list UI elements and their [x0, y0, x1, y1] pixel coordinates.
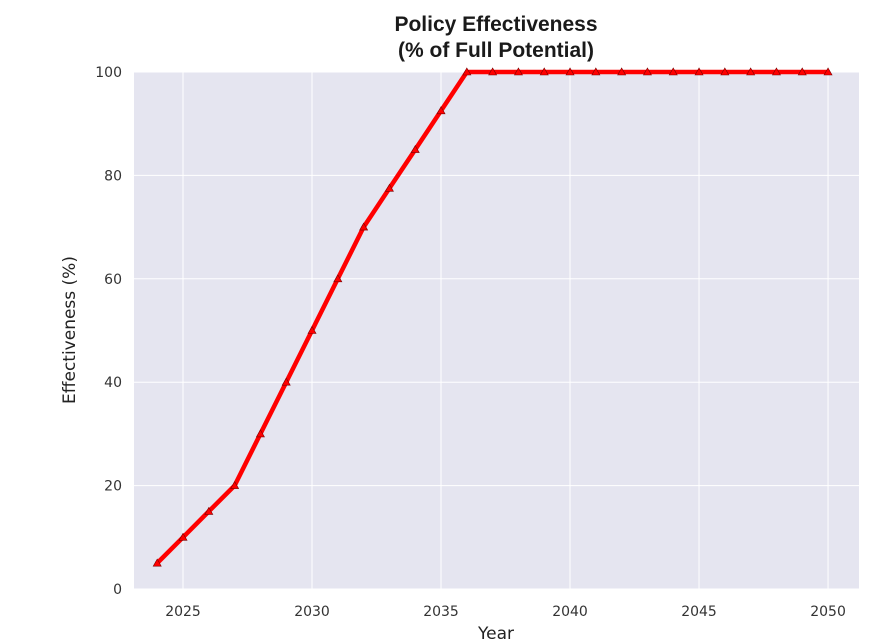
data-point-marker	[333, 274, 343, 283]
x-axis-label: Year	[477, 624, 514, 641]
series-layer	[152, 67, 833, 567]
x-tick-label: 2050	[810, 604, 846, 620]
data-point-marker	[565, 67, 575, 76]
data-point-marker	[178, 532, 188, 541]
y-tick-label: 80	[104, 168, 122, 184]
data-point-marker	[591, 67, 601, 76]
data-point-marker	[255, 429, 265, 438]
data-point-marker	[771, 67, 781, 76]
data-point-marker	[204, 506, 214, 515]
y-axis-label: Effectiveness (%)	[60, 256, 80, 404]
y-tick-label: 60	[104, 272, 122, 288]
data-point-marker	[642, 67, 652, 76]
data-point-marker	[307, 325, 317, 334]
data-point-marker	[617, 67, 627, 76]
x-tick-label: 2035	[423, 604, 459, 620]
data-point-marker	[539, 67, 549, 76]
x-tick-label: 2025	[165, 604, 201, 620]
data-point-marker	[462, 67, 472, 76]
x-tick-label: 2045	[681, 604, 717, 620]
y-tick-label: 0	[113, 582, 122, 598]
chart-title-line-1: Policy Effectiveness	[394, 13, 597, 36]
y-tick-label: 40	[104, 375, 122, 391]
x-tick-label: 2030	[294, 604, 330, 620]
data-point-marker	[746, 67, 756, 76]
data-point-marker	[152, 558, 162, 567]
x-tick-label: 2040	[552, 604, 588, 620]
y-tick-label: 100	[95, 65, 122, 81]
data-point-marker	[668, 67, 678, 76]
data-point-marker	[384, 183, 394, 192]
data-point-marker	[410, 144, 420, 153]
data-point-marker	[797, 67, 807, 76]
plot-area	[134, 72, 859, 589]
data-point-marker	[281, 377, 291, 386]
data-point-marker	[823, 67, 833, 76]
data-point-marker	[513, 67, 523, 76]
data-point-marker	[488, 67, 498, 76]
data-point-marker	[359, 222, 369, 231]
data-point-marker	[230, 480, 240, 489]
data-point-marker	[720, 67, 730, 76]
data-point-marker	[694, 67, 704, 76]
chart-title-line-2: (% of Full Potential)	[398, 39, 594, 62]
y-tick-label: 20	[104, 479, 122, 495]
data-point-marker	[436, 106, 446, 115]
